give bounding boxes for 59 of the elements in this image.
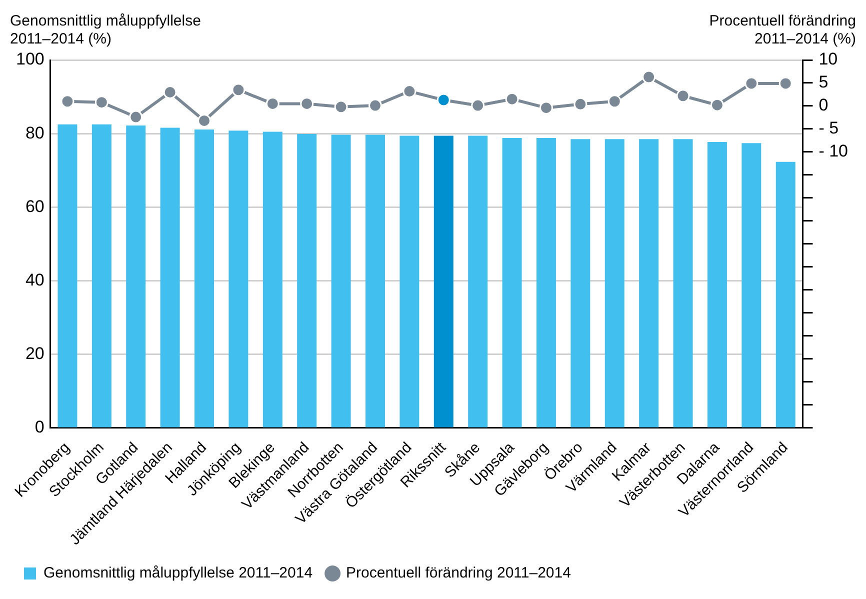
bar <box>604 139 624 428</box>
y2-axis-title: Procentuell förändring 2011–2014 (%) <box>709 12 856 48</box>
point <box>334 100 348 114</box>
point <box>300 96 314 110</box>
legend-label: Genomsnittlig måluppfyllelse 2011–2014 <box>44 564 313 582</box>
point <box>129 110 143 124</box>
bar <box>228 130 248 428</box>
point <box>60 94 74 108</box>
point <box>436 93 450 107</box>
bar <box>160 128 180 428</box>
point <box>539 101 553 115</box>
y2-tick-label: 10 <box>818 50 838 69</box>
bar <box>400 136 420 428</box>
y-tick-label: 20 <box>25 344 44 364</box>
y-tick-label: 100 <box>16 50 44 69</box>
point <box>94 96 108 110</box>
point <box>608 94 622 108</box>
point <box>266 96 280 110</box>
point <box>744 76 758 90</box>
y-tick-label: 0 <box>34 418 44 437</box>
bar <box>468 136 488 428</box>
bar <box>536 138 556 428</box>
bar <box>742 143 762 428</box>
bar <box>126 126 146 428</box>
bar <box>707 142 727 428</box>
point <box>642 70 656 84</box>
y-tick-label: 80 <box>25 123 44 142</box>
bar <box>639 139 659 428</box>
legend-label: Procentuell förändring 2011–2014 <box>346 564 571 582</box>
point <box>710 98 724 112</box>
bar <box>776 162 796 428</box>
y-axis-title: Genomsnittlig måluppfyllelse 2011–2014 (%) <box>10 12 201 48</box>
point <box>402 84 416 98</box>
bar <box>92 124 112 428</box>
bar <box>502 138 522 428</box>
point <box>778 76 792 90</box>
y2-tick-label: - 5 <box>818 118 839 138</box>
bar <box>58 124 78 428</box>
bar <box>673 139 693 428</box>
point <box>505 92 519 106</box>
bar <box>331 134 351 428</box>
bar <box>365 134 385 428</box>
bar <box>194 130 214 428</box>
bar <box>434 136 454 428</box>
y-tick-label: 60 <box>25 196 44 216</box>
y2-tick-label: - 10 <box>818 142 848 161</box>
bar <box>297 134 317 428</box>
point <box>163 85 177 99</box>
point <box>368 98 382 112</box>
point <box>198 114 211 128</box>
bar <box>570 139 590 428</box>
y2-tick-label: 0 <box>818 96 828 115</box>
y-tick-label: 40 <box>25 270 44 290</box>
point <box>574 97 588 111</box>
point <box>232 83 246 97</box>
point <box>676 89 690 103</box>
point <box>471 98 485 112</box>
y2-tick-label: 5 <box>818 72 828 92</box>
bar <box>262 132 282 428</box>
